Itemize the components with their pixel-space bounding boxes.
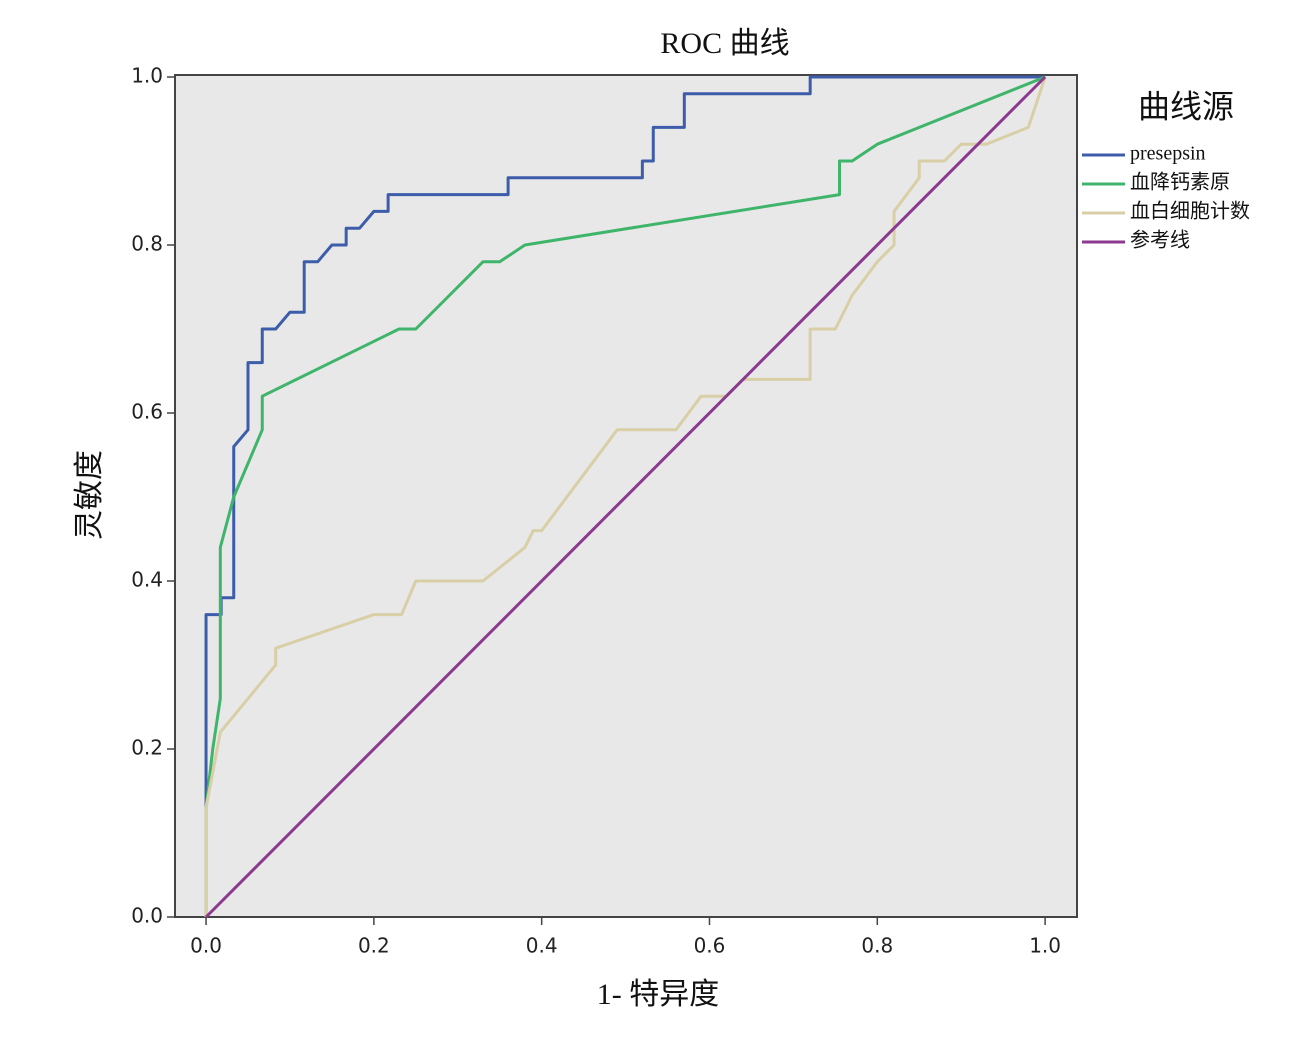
x-tick-label: 0.6 xyxy=(694,934,726,958)
legend-label: 血白细胞计数 xyxy=(1130,200,1250,223)
y-axis-label: 灵敏度 xyxy=(73,450,106,540)
y-tick-label: 0.8 xyxy=(131,232,163,256)
y-tick-label: 1.0 xyxy=(131,64,163,88)
roc-line xyxy=(204,75,1046,917)
x-tick-label: 0.0 xyxy=(190,934,222,958)
x-tick-label: 0.4 xyxy=(526,934,558,958)
chart-title: ROC 曲线 xyxy=(660,27,789,60)
legend-label: 参考线 xyxy=(1130,229,1190,252)
y-tick-label: 0.0 xyxy=(131,904,163,928)
x-tick-label: 1.0 xyxy=(1029,934,1061,958)
legend-label: 血降钙素原 xyxy=(1130,171,1230,194)
x-tick-label: 0.8 xyxy=(861,934,893,958)
legend-label: presepsin xyxy=(1130,143,1206,165)
y-tick-label: 0.6 xyxy=(131,400,163,424)
y-tick-label: 0.2 xyxy=(131,736,163,760)
legend-title: 曲线源 xyxy=(1138,88,1234,124)
roc-line xyxy=(204,75,1047,919)
x-axis-label: 1- 特异度 xyxy=(597,978,720,1011)
roc-line xyxy=(204,75,1046,917)
x-tick-label: 0.2 xyxy=(358,934,390,958)
y-tick-label: 0.4 xyxy=(131,568,163,592)
